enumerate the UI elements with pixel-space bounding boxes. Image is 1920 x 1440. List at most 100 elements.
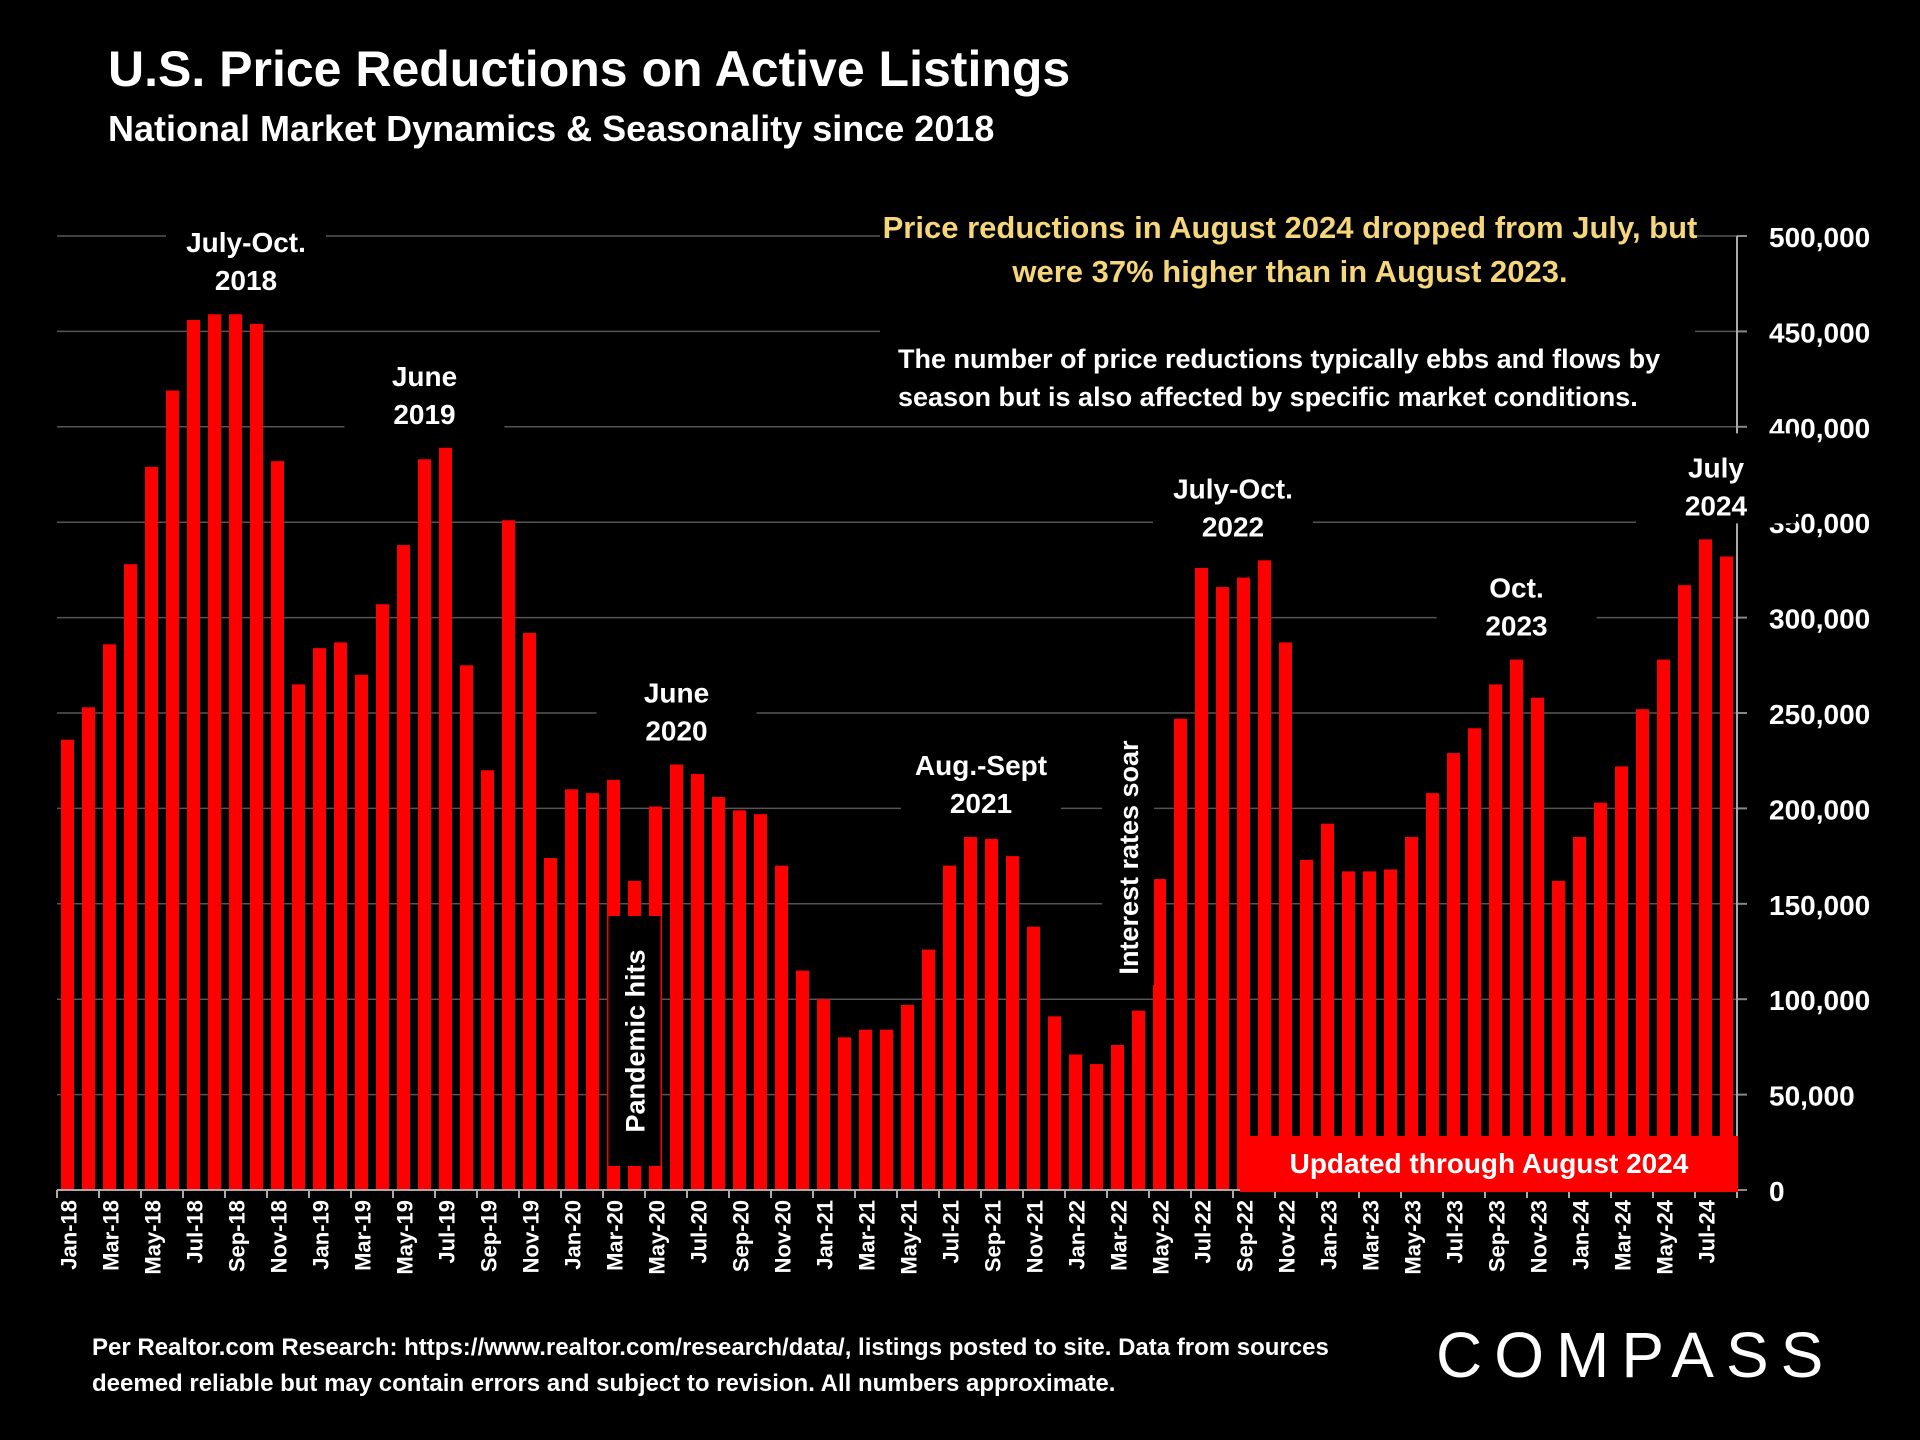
- x-tick-label: Jan-18: [57, 1200, 82, 1270]
- x-tick-label: Jul-23: [1443, 1200, 1468, 1264]
- bar: [459, 665, 474, 1190]
- bar: [1530, 697, 1545, 1190]
- x-tick-label: Jul-19: [435, 1200, 460, 1264]
- y-tick-label: 250,000: [1769, 699, 1870, 730]
- bar: [921, 949, 936, 1190]
- x-tick-label: Mar-19: [351, 1200, 376, 1271]
- x-tick-label: Sep-22: [1233, 1200, 1258, 1272]
- x-tick-label: May-22: [1149, 1200, 1174, 1275]
- bar: [942, 865, 957, 1190]
- bar: [1425, 793, 1440, 1190]
- y-tick-label: 300,000: [1769, 604, 1870, 635]
- annotation-label: 2018: [215, 265, 277, 296]
- bars: [60, 314, 1734, 1191]
- y-tick-label: 200,000: [1769, 794, 1870, 825]
- bar: [1047, 1016, 1062, 1190]
- bar: [165, 390, 180, 1191]
- bar: [1614, 766, 1629, 1190]
- y-tick-label: 150,000: [1769, 890, 1870, 921]
- x-tick-label: Nov-18: [267, 1200, 292, 1273]
- annotation-label: Oct.: [1489, 573, 1543, 604]
- bar: [1404, 837, 1419, 1190]
- y-tick-label: 0: [1769, 1176, 1785, 1207]
- bar: [1362, 871, 1377, 1190]
- bar: [984, 838, 999, 1190]
- x-tick-label: Nov-20: [771, 1200, 796, 1273]
- x-tick-label: May-21: [897, 1200, 922, 1275]
- bar: [1572, 837, 1587, 1190]
- source-footnote: Per Realtor.com Research: https://www.re…: [92, 1334, 1329, 1397]
- bar: [1320, 823, 1335, 1190]
- bar: [1509, 659, 1524, 1190]
- bar: [438, 447, 453, 1191]
- x-tick-label: Jul-22: [1191, 1200, 1216, 1264]
- bar: [690, 774, 705, 1190]
- bar: [102, 644, 117, 1190]
- bar: [81, 707, 96, 1190]
- annotation-label: Interest rates soar: [1114, 740, 1144, 975]
- compass-logo: COMPASS: [1436, 1319, 1836, 1391]
- bar: [270, 461, 285, 1190]
- bar: [1383, 869, 1398, 1190]
- x-tick-label: Mar-20: [603, 1200, 628, 1271]
- x-tick-label: Jan-24: [1569, 1199, 1594, 1269]
- bar: [1698, 539, 1713, 1190]
- x-tick-label: Nov-21: [1023, 1200, 1048, 1273]
- annotation-bg: [1436, 553, 1597, 644]
- x-tick-label: May-19: [393, 1200, 418, 1275]
- bar: [795, 970, 810, 1190]
- annotation-bg: [901, 731, 1061, 822]
- bar: [375, 604, 390, 1190]
- x-tick-label: Jan-22: [1065, 1200, 1090, 1270]
- annotation-bg: [1153, 454, 1313, 545]
- annotation-label: June: [644, 678, 709, 709]
- bar: [963, 837, 978, 1190]
- x-tick-label: Jul-18: [183, 1200, 208, 1264]
- bar: [669, 764, 684, 1190]
- bar: [1110, 1044, 1125, 1190]
- note-callout: The number of price reductions typically…: [898, 344, 1661, 412]
- headline-callout: Price reductions in August 2024 dropped …: [882, 210, 1698, 289]
- x-tick-label: May-24: [1653, 1199, 1678, 1274]
- bar: [858, 1029, 873, 1190]
- bar: [1194, 567, 1209, 1190]
- bar: [186, 319, 201, 1190]
- bar: [1215, 587, 1230, 1190]
- bar: [1341, 871, 1356, 1190]
- annotation-label: Pandemic hits: [621, 949, 651, 1132]
- annotation-label: June: [392, 361, 457, 392]
- annotations: July-Oct. 2018 June 2019 June 2020 Aug.-Sept 20…: [166, 208, 1796, 1166]
- bar: [900, 1004, 915, 1190]
- y-tick-label: 450,000: [1769, 317, 1870, 348]
- annotation-bg: [1636, 433, 1796, 524]
- bar: [816, 999, 831, 1190]
- bar: [291, 684, 306, 1190]
- bar: [354, 674, 369, 1190]
- bar: [1488, 684, 1503, 1190]
- x-tick-label: Sep-23: [1485, 1200, 1510, 1272]
- x-tick-label: Jan-19: [309, 1200, 334, 1270]
- annotation-label: 2019: [393, 399, 455, 430]
- bar: [543, 858, 558, 1190]
- y-tick-label: 100,000: [1769, 985, 1870, 1016]
- bar: [501, 520, 516, 1190]
- x-tick-label: Jul-21: [939, 1200, 964, 1264]
- x-tick-label: May-18: [141, 1200, 166, 1275]
- bar: [1131, 1010, 1146, 1190]
- x-tick-label: Nov-19: [519, 1200, 544, 1273]
- bar: [1299, 859, 1314, 1190]
- bar: [144, 466, 159, 1190]
- bar: [879, 1029, 894, 1190]
- x-tick-label: Jan-21: [813, 1200, 838, 1270]
- bar: [1005, 856, 1020, 1190]
- bar: [1551, 880, 1566, 1190]
- updated-badge: Updated through August 2024: [1240, 1136, 1738, 1192]
- bar: [333, 642, 348, 1190]
- x-tick-label: Jan-20: [561, 1200, 586, 1270]
- x-tick-label: Sep-20: [729, 1200, 754, 1272]
- y-tick-label: 50,000: [1769, 1081, 1855, 1112]
- x-tick-labels: Jan-18 Mar-18 May-18 Jul-18 Sep-18 Nov-18 Jan-…: [57, 1199, 1720, 1274]
- bar: [711, 796, 726, 1190]
- bar: [123, 564, 138, 1190]
